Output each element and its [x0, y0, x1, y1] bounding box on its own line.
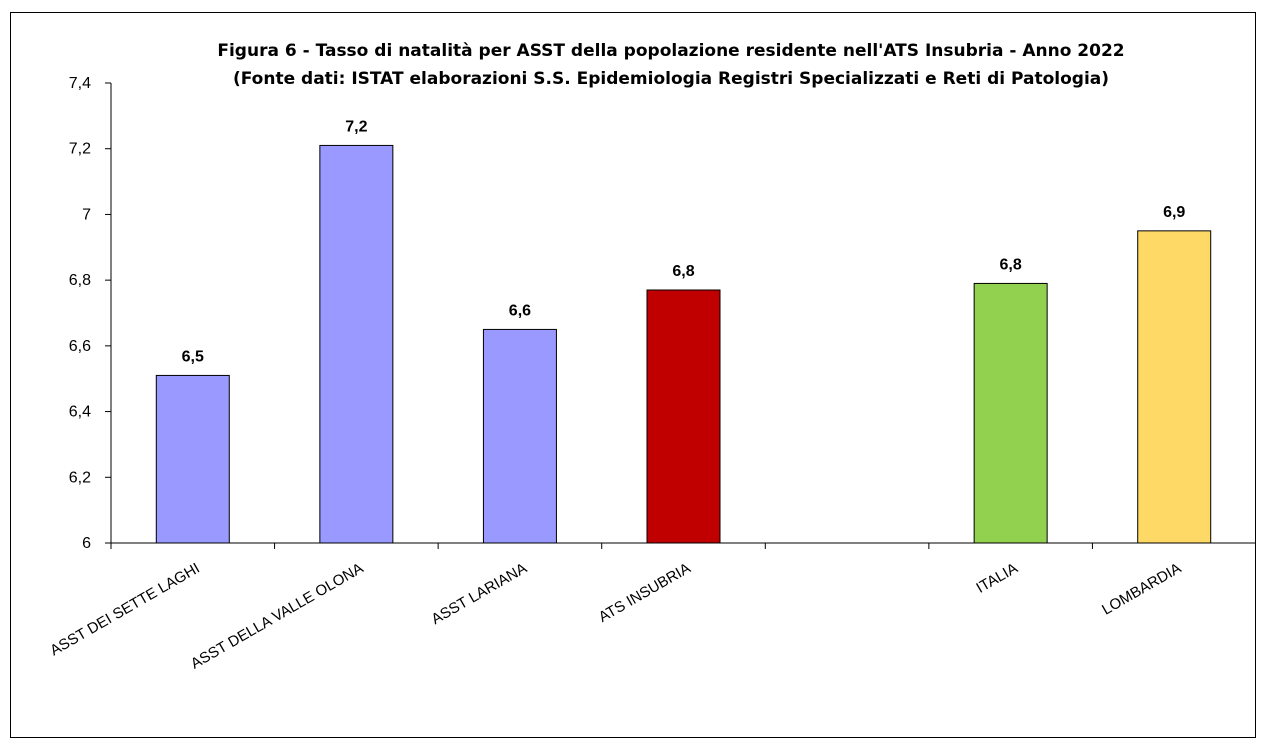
x-category-label: ITALIA	[973, 560, 1020, 597]
y-tick-label: 6	[82, 535, 91, 552]
bar	[482, 328, 557, 544]
chart-title: Figura 6 - Tasso di natalità per ASST de…	[217, 41, 1124, 61]
y-tick-label: 7,2	[69, 141, 91, 158]
bar	[646, 289, 721, 544]
y-tick-label: 6,8	[69, 272, 91, 289]
x-category-label: ASST DEI SETTE LAGHI	[47, 560, 203, 660]
chart-subtitle: (Fonte dati: ISTAT elaborazioni S.S. Epi…	[233, 69, 1109, 89]
y-tick-label: 6,2	[69, 469, 91, 486]
plot-area: 6 6,2 6,4 6,6 6,8 7 7,2 7,4 6,5 ASST DEI SETTE LA…	[47, 75, 1255, 673]
bar-chart: Figura 6 - Tasso di natalità per ASST de…	[47, 41, 1255, 673]
bar	[1137, 230, 1212, 544]
x-category-label: ASST DELLA VALLE OLONA	[188, 560, 366, 673]
y-tick-label: 7,4	[69, 75, 91, 92]
y-tick-label: 6,6	[69, 338, 91, 355]
bar-value-label: 6,5	[182, 348, 204, 365]
y-tick-label: 7	[82, 206, 91, 223]
bar-value-label: 6,8	[1000, 256, 1022, 273]
x-category-label: ASST LARIANA	[429, 560, 530, 628]
bar-value-label: 7,2	[345, 118, 367, 135]
chart-frame: Figura 6 - Tasso di natalità per ASST de…	[10, 12, 1256, 738]
bar	[973, 282, 1048, 544]
bar-value-label: 6,6	[509, 302, 531, 319]
bar	[319, 144, 394, 544]
bar	[155, 374, 230, 544]
bar-value-label: 6,8	[672, 263, 694, 280]
x-category-label: ATS INSUBRIA	[596, 560, 694, 626]
y-tick-label: 6,4	[69, 404, 91, 421]
bar-value-label: 6,9	[1163, 204, 1185, 221]
x-category-label: LOMBARDIA	[1099, 560, 1184, 619]
